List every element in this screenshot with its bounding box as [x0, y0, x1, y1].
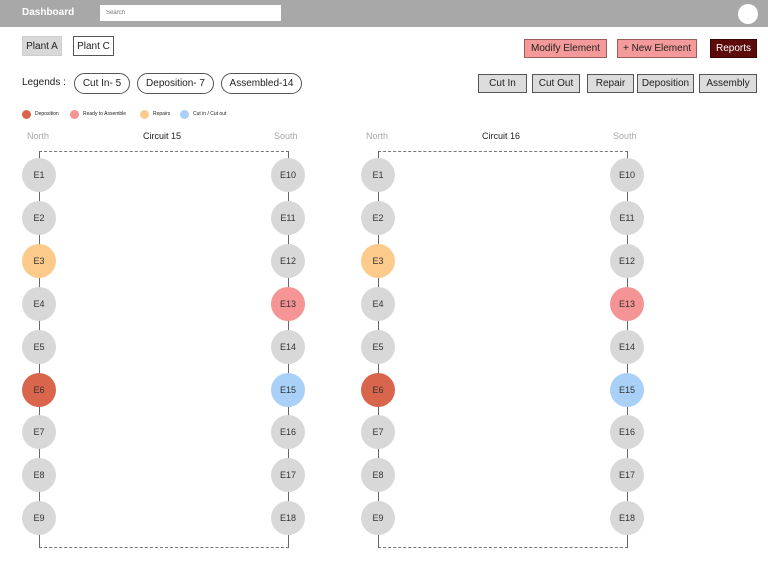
new-element-button[interactable]: + New Element	[617, 39, 697, 58]
ready-dot-icon	[70, 109, 79, 119]
plant-c-button[interactable]: Plant C	[73, 36, 114, 56]
element-node[interactable]: E18	[610, 501, 644, 536]
key-deposition: Deposition	[22, 109, 59, 119]
element-node[interactable]: E9	[361, 501, 395, 536]
element-node[interactable]: E5	[22, 329, 56, 364]
north-label: North	[366, 131, 389, 141]
app-title: Dashboard	[22, 7, 75, 18]
cut-out-button[interactable]: Cut Out	[532, 74, 580, 93]
legends-label: Legends :	[22, 77, 66, 88]
deposition-button[interactable]: Deposition	[637, 74, 694, 93]
element-node[interactable]: E17	[271, 458, 305, 493]
assembly-button[interactable]: Assembly	[699, 74, 757, 93]
element-node[interactable]: E7	[22, 415, 56, 450]
key-label: Deposition	[35, 111, 59, 117]
element-node[interactable]: E15	[271, 372, 305, 407]
deposition-dot-icon	[22, 109, 31, 119]
top-bar: Dashboard	[0, 0, 768, 27]
key-label: Cut in / Cut out	[193, 111, 227, 117]
cut-dot-icon	[180, 109, 189, 119]
element-node[interactable]: E6	[361, 372, 395, 407]
element-node[interactable]: E11	[610, 200, 644, 235]
element-node[interactable]: E2	[361, 200, 395, 235]
element-node[interactable]: E5	[361, 329, 395, 364]
element-node[interactable]: E16	[271, 415, 305, 450]
element-node[interactable]: E2	[22, 200, 56, 235]
element-node[interactable]: E12	[610, 243, 644, 278]
element-node[interactable]: E7	[361, 415, 395, 450]
repair-button[interactable]: Repair	[587, 74, 634, 93]
element-node[interactable]: E13	[610, 286, 644, 321]
legend-pill-deposition[interactable]: Deposition- 7	[137, 73, 214, 94]
element-node[interactable]: E6	[22, 372, 56, 407]
element-node[interactable]: E4	[22, 286, 56, 321]
key-ready-to-assemble: Ready to Assemble	[70, 109, 126, 119]
element-node[interactable]: E15	[610, 372, 644, 407]
legend-pill-assembled[interactable]: Assembled-14	[221, 73, 302, 94]
key-repairs: Repairs	[140, 109, 170, 119]
element-node[interactable]: E12	[271, 243, 305, 278]
modify-element-button[interactable]: Modify Element	[524, 39, 607, 58]
element-node[interactable]: E3	[361, 243, 395, 278]
element-node[interactable]: E8	[22, 458, 56, 493]
element-node[interactable]: E14	[610, 329, 644, 364]
circuit-title: Circuit 16	[481, 131, 520, 141]
element-node[interactable]: E8	[361, 458, 395, 493]
element-node[interactable]: E10	[271, 158, 305, 192]
element-node[interactable]: E18	[271, 501, 305, 536]
element-node[interactable]: E10	[610, 158, 644, 192]
element-node[interactable]: E13	[271, 286, 305, 321]
repairs-dot-icon	[140, 109, 149, 119]
south-label: South	[274, 131, 298, 141]
north-label: North	[27, 131, 50, 141]
element-node[interactable]: E1	[361, 158, 395, 192]
search-input[interactable]	[100, 5, 281, 21]
element-node[interactable]: E14	[271, 329, 305, 364]
cut-in-button[interactable]: Cut In	[478, 74, 527, 93]
key-label: Repairs	[153, 111, 171, 117]
element-node[interactable]: E1	[22, 158, 56, 192]
avatar[interactable]	[738, 4, 758, 24]
key-cut-in-out: Cut in / Cut out	[180, 109, 226, 119]
circuit-frame	[378, 151, 628, 548]
legend-pill-cut-in[interactable]: Cut In- 5	[74, 73, 130, 94]
circuit-title: Circuit 15	[142, 131, 181, 141]
plant-a-button[interactable]: Plant A	[22, 36, 62, 56]
reports-button[interactable]: Reports	[710, 39, 757, 58]
south-label: South	[613, 131, 637, 141]
key-label: Ready to Assemble	[83, 111, 127, 117]
element-node[interactable]: E17	[610, 458, 644, 493]
element-node[interactable]: E16	[610, 415, 644, 450]
element-node[interactable]: E4	[361, 286, 395, 321]
element-node[interactable]: E11	[271, 200, 305, 235]
circuit-frame	[39, 151, 289, 548]
element-node[interactable]: E3	[22, 243, 56, 278]
element-node[interactable]: E9	[22, 501, 56, 536]
